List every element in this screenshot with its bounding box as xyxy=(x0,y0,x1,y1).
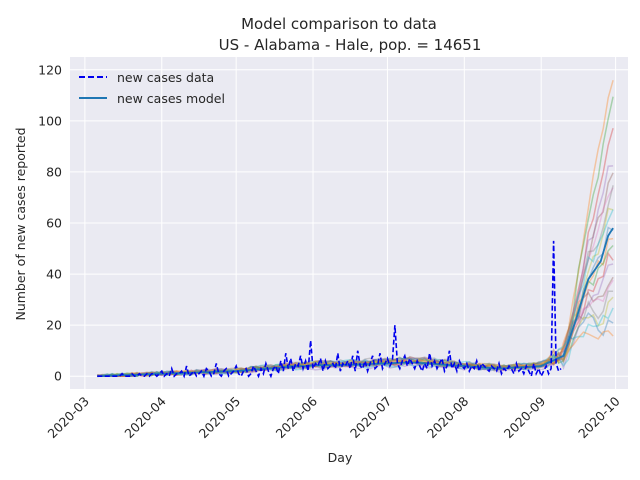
data-line xyxy=(97,240,562,379)
y-axis-label: Number of new cases reported xyxy=(13,127,28,320)
legend-model-label: new cases model xyxy=(117,91,225,106)
chart-subtitle: US - Alabama - Hale, pop. = 14651 xyxy=(219,36,482,54)
x-axis-label: Day xyxy=(328,450,353,465)
y-tick-label: 120 xyxy=(38,62,62,77)
y-tick-label: 0 xyxy=(54,369,62,384)
model-run-line xyxy=(97,279,614,378)
chart-title: Model comparison to data xyxy=(241,15,437,33)
y-tick-label: 20 xyxy=(46,318,62,333)
legend-data-label: new cases data xyxy=(117,70,214,85)
legend: new cases data new cases model xyxy=(79,70,225,106)
grid xyxy=(70,57,628,389)
y-tick-label: 100 xyxy=(38,113,62,128)
y-tick-label: 60 xyxy=(46,216,62,231)
y-axis-ticks: 0 20 40 60 80 100 120 xyxy=(38,62,62,383)
y-tick-label: 40 xyxy=(46,267,62,282)
data-line-group xyxy=(97,240,562,379)
y-tick-label: 80 xyxy=(46,164,62,179)
